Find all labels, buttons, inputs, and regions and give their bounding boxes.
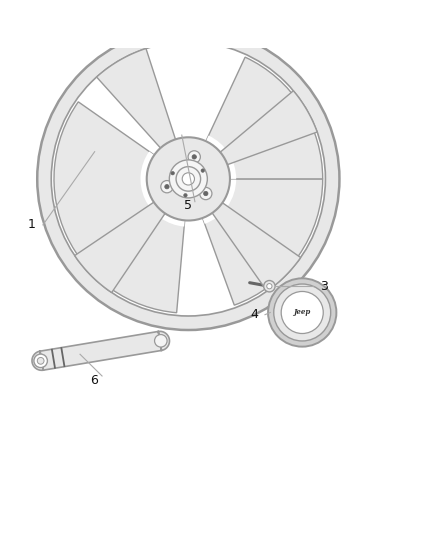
Circle shape — [188, 151, 200, 163]
Circle shape — [192, 155, 196, 159]
Circle shape — [182, 173, 194, 185]
Circle shape — [200, 188, 212, 200]
Circle shape — [204, 191, 208, 196]
Circle shape — [165, 184, 169, 189]
Wedge shape — [141, 151, 188, 227]
Circle shape — [161, 181, 173, 193]
Polygon shape — [219, 91, 317, 165]
Wedge shape — [188, 179, 236, 224]
Circle shape — [274, 284, 331, 341]
Polygon shape — [97, 49, 176, 150]
Polygon shape — [211, 201, 300, 291]
Circle shape — [37, 28, 339, 330]
Text: Jeep: Jeep — [293, 309, 311, 317]
Circle shape — [147, 138, 230, 221]
Text: 1: 1 — [28, 219, 36, 231]
Circle shape — [34, 354, 47, 368]
Text: 6: 6 — [90, 374, 98, 387]
Circle shape — [37, 358, 44, 364]
Text: 5: 5 — [184, 199, 192, 212]
Text: 3: 3 — [320, 280, 328, 293]
Circle shape — [281, 292, 323, 334]
Circle shape — [170, 160, 207, 198]
Circle shape — [184, 193, 187, 197]
Wedge shape — [188, 57, 323, 179]
Wedge shape — [188, 135, 236, 179]
Circle shape — [264, 280, 275, 292]
Polygon shape — [75, 201, 166, 293]
Circle shape — [267, 284, 272, 289]
Circle shape — [201, 169, 205, 172]
Polygon shape — [32, 332, 170, 370]
Wedge shape — [54, 102, 188, 313]
Text: 4: 4 — [250, 308, 258, 321]
Circle shape — [268, 278, 336, 346]
Circle shape — [155, 335, 167, 347]
Circle shape — [176, 167, 201, 191]
Circle shape — [51, 42, 325, 316]
Circle shape — [171, 172, 174, 175]
Wedge shape — [188, 179, 323, 305]
